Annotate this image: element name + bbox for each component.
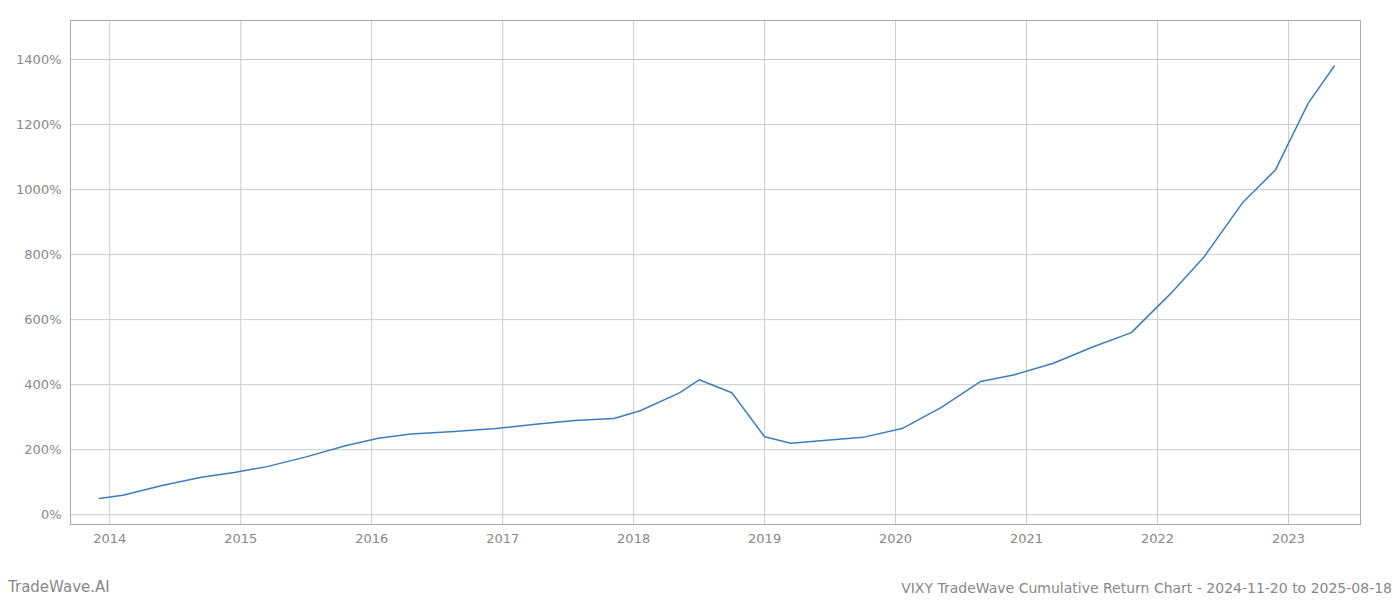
svg-text:2018: 2018 [617, 531, 650, 546]
svg-text:2014: 2014 [93, 531, 126, 546]
svg-text:800%: 800% [24, 247, 61, 262]
svg-text:1200%: 1200% [16, 117, 61, 132]
svg-text:400%: 400% [24, 377, 61, 392]
svg-text:2017: 2017 [486, 531, 519, 546]
html-text:VIXY TradeWave Cumulative Retu: VIXY TradeWave Cumulative Return Chart -… [901, 580, 1392, 596]
html-text:TradeWave.AI: TradeWave.AI [8, 578, 110, 596]
svg-text:2022: 2022 [1141, 531, 1174, 546]
svg-text:2016: 2016 [355, 531, 388, 546]
svg-text:1400%: 1400% [16, 52, 61, 67]
svg-text:2015: 2015 [224, 531, 257, 546]
svg-text:2020: 2020 [879, 531, 912, 546]
svg-text:1000%: 1000% [16, 182, 61, 197]
svg-text:0%: 0% [41, 507, 62, 522]
svg-text:2023: 2023 [1272, 531, 1305, 546]
svg-text:600%: 600% [24, 312, 61, 327]
svg-text:2021: 2021 [1010, 531, 1043, 546]
svg-text:2019: 2019 [748, 531, 781, 546]
svg-text:200%: 200% [24, 442, 61, 457]
